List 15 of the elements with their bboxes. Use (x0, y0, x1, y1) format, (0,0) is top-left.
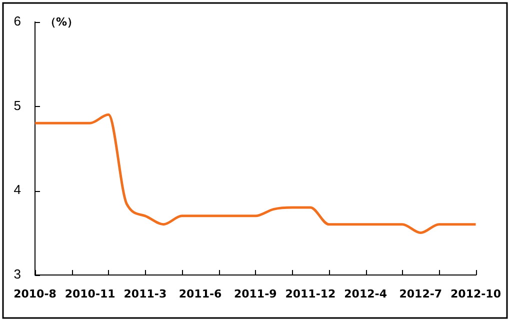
y-tick-label: 6 (14, 13, 21, 28)
x-tick-label: 2011-9 (234, 287, 277, 300)
x-tick-label: 2011-12 (285, 287, 336, 300)
x-tick-label: 2011-6 (178, 287, 222, 300)
y-tick-label: 4 (14, 182, 21, 198)
y-tick-label: 3 (14, 266, 21, 282)
x-tick-label: 2011-3 (124, 287, 167, 300)
x-tick-label: 2010-8 (14, 287, 56, 300)
x-tick-label: 2010-11 (64, 287, 116, 300)
x-tick-label: 2012-4 (344, 287, 388, 300)
x-tick-label: 2012-7 (399, 287, 442, 300)
y-axis-title: （%） (45, 16, 78, 29)
x-tick-label: 2012-10 (450, 287, 502, 300)
y-tick-label: 5 (14, 98, 21, 113)
line-series (34, 113, 478, 234)
